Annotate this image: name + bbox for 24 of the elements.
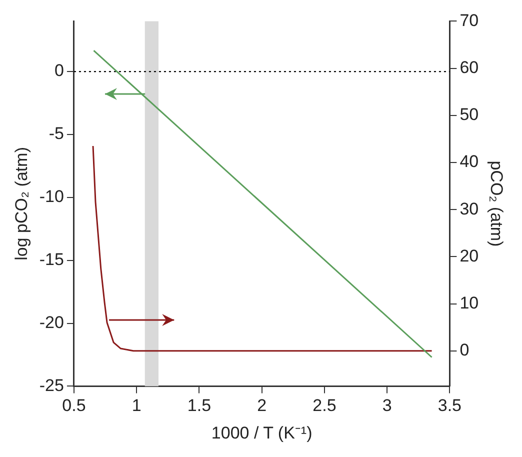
y2-tick-label: 10	[460, 293, 479, 312]
y-tick-label: -15	[39, 250, 64, 270]
y-tick-label: -10	[39, 187, 64, 206]
y2-tick-label: 30	[460, 199, 479, 218]
y2-tick-label: 0	[460, 340, 470, 360]
x-tick-label: 2.5	[312, 396, 336, 416]
x-axis-title: 1000 / T (K⁻¹)	[211, 423, 312, 442]
y2-tick-label: 60	[460, 58, 479, 77]
y2-tick-label: 50	[460, 105, 479, 124]
x-tick-label: 3.5	[438, 396, 462, 416]
y2-tick-label: 70	[460, 10, 479, 30]
y-tick-label: -25	[39, 376, 64, 395]
x-tick-label: 1	[132, 396, 142, 416]
y2-tick-label: 20	[460, 246, 479, 266]
y2-axis-title: pCO₂ (atm)	[487, 160, 506, 247]
y-tick-label: 0	[54, 61, 64, 80]
y-tick-label: -5	[48, 124, 64, 144]
x-tick-label: 2	[257, 396, 267, 416]
y-axis-title: log pCO₂ (atm)	[12, 147, 31, 260]
y-tick-label: -20	[39, 312, 64, 332]
x-tick-label: 1.5	[187, 396, 212, 416]
y2-tick-label: 40	[460, 152, 479, 172]
x-tick-label: 3	[382, 396, 392, 416]
x-tick-label: 0.5	[62, 396, 86, 416]
